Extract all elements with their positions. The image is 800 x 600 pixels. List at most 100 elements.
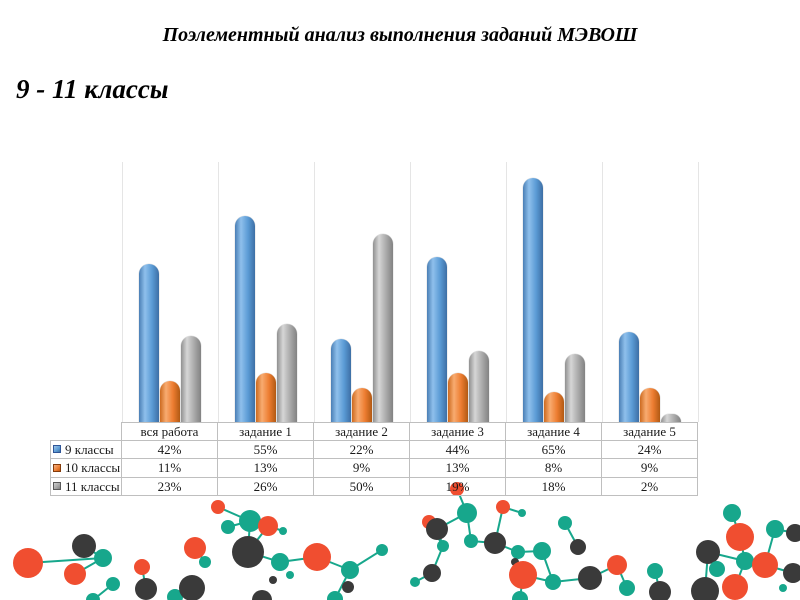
molecule-bond-line xyxy=(414,572,433,583)
molecule-node-teal xyxy=(271,553,289,571)
molecule-node-teal xyxy=(779,584,787,592)
molecule-bond-line xyxy=(27,557,104,564)
molecule-node-dark xyxy=(423,564,441,582)
molecule-node-dark xyxy=(691,577,719,600)
molecule-node-teal xyxy=(221,520,235,534)
bar xyxy=(277,324,297,422)
molecule-bond-line xyxy=(227,520,251,528)
molecule-bond-line xyxy=(431,545,444,574)
molecule-node-teal xyxy=(647,563,663,579)
molecule-node-teal xyxy=(279,527,287,535)
bar xyxy=(565,354,585,422)
molecule-node-teal xyxy=(512,591,528,600)
table-value-cell: 13% xyxy=(218,459,314,478)
molecule-bond-line xyxy=(267,525,284,532)
molecule-node-dark xyxy=(570,539,586,555)
molecule-bond-line xyxy=(517,550,543,553)
molecule-bond-line xyxy=(541,550,554,583)
molecule-bond-line xyxy=(466,512,472,542)
molecule-node-teal xyxy=(545,574,561,590)
bar xyxy=(352,388,372,422)
molecule-node-red xyxy=(752,552,778,578)
molecule-bond-line xyxy=(731,512,741,538)
molecule-node-teal xyxy=(723,504,741,522)
molecule-bond-line xyxy=(739,536,746,562)
molecule-bond-line xyxy=(519,574,524,600)
legend-key-gray xyxy=(53,482,61,491)
bar xyxy=(256,373,276,422)
molecule-node-dark xyxy=(135,578,157,600)
molecule-bond-line xyxy=(764,528,776,566)
molecule-bond-line xyxy=(707,551,746,562)
molecule-node-teal xyxy=(437,540,449,552)
molecule-node-red xyxy=(134,559,150,575)
molecule-node-red xyxy=(13,548,43,578)
molecule-node-teal xyxy=(766,520,784,538)
molecule-bond-line xyxy=(316,556,351,571)
molecule-bond-line xyxy=(494,542,519,553)
table-value-cell: 44% xyxy=(410,440,506,459)
table-value-cell: 26% xyxy=(218,477,314,496)
table-value-cell: 65% xyxy=(506,440,602,459)
legend-key-blue xyxy=(53,445,61,454)
molecule-bond-line xyxy=(247,551,281,563)
legend-key-orange xyxy=(53,463,61,472)
molecule-node-dark xyxy=(511,558,519,566)
table-header-cell: задание 3 xyxy=(410,422,506,441)
molecule-node-teal xyxy=(736,552,754,570)
table-row-label: 10 классы xyxy=(50,459,122,478)
chart-data-table: вся работа задание 1 задание 2 задание 3 зад… xyxy=(50,422,698,496)
molecule-bond-line xyxy=(247,525,269,553)
series-name: 9 классы xyxy=(65,441,114,457)
molecule-node-red xyxy=(607,555,627,575)
bar xyxy=(661,414,681,422)
molecule-node-teal xyxy=(199,556,211,568)
molecule-node-teal xyxy=(94,549,112,567)
molecule-node-red xyxy=(184,537,206,559)
molecule-bond-line xyxy=(654,570,661,593)
molecule-bond-line xyxy=(470,540,496,544)
bar xyxy=(235,216,255,422)
bar xyxy=(331,339,351,422)
molecule-node-dark xyxy=(342,581,354,593)
molecule-node-dark xyxy=(786,524,800,542)
table-value-cell: 55% xyxy=(218,440,314,459)
molecule-node-dark xyxy=(72,534,96,558)
series-name: 10 классы xyxy=(65,460,121,476)
table-value-cell: 11% xyxy=(122,459,218,478)
table-value-cell: 42% xyxy=(122,440,218,459)
bar xyxy=(544,392,564,422)
molecule-bond-line xyxy=(141,566,147,590)
table-row-label: 11 классы xyxy=(50,477,122,496)
molecule-node-red xyxy=(722,574,748,600)
table-value-cell: 9% xyxy=(314,459,410,478)
molecule-node-teal xyxy=(518,509,526,517)
molecule-node-dark xyxy=(269,576,277,584)
molecule-node-red xyxy=(496,500,510,514)
molecule-node-teal xyxy=(286,571,294,579)
molecule-node-red xyxy=(422,515,436,529)
molecule-bond-line xyxy=(494,506,504,544)
bar xyxy=(181,336,201,422)
bar xyxy=(139,264,159,422)
table-value-cell: 50% xyxy=(314,477,410,496)
molecule-bond-line xyxy=(174,587,193,598)
molecule-bond-line xyxy=(83,545,104,559)
category-divider-line xyxy=(410,162,411,422)
molecule-bond-line xyxy=(616,564,628,589)
table-value-cell: 24% xyxy=(602,440,698,459)
category-divider-line xyxy=(602,162,603,422)
table-value-cell: 19% xyxy=(410,477,506,496)
molecule-node-dark xyxy=(426,518,448,540)
molecule-node-teal xyxy=(511,545,525,559)
slide-subtitle: 9 - 11 классы xyxy=(16,74,169,104)
molecule-node-teal xyxy=(376,544,388,556)
molecule-node-red xyxy=(258,516,278,536)
bar xyxy=(619,332,639,422)
molecule-node-red xyxy=(64,563,86,585)
table-value-cell: 8% xyxy=(506,459,602,478)
slide-title: Поэлементный анализ выполнения заданий М… xyxy=(162,24,638,46)
molecule-bond-line xyxy=(334,569,351,600)
molecule-node-red xyxy=(303,543,331,571)
